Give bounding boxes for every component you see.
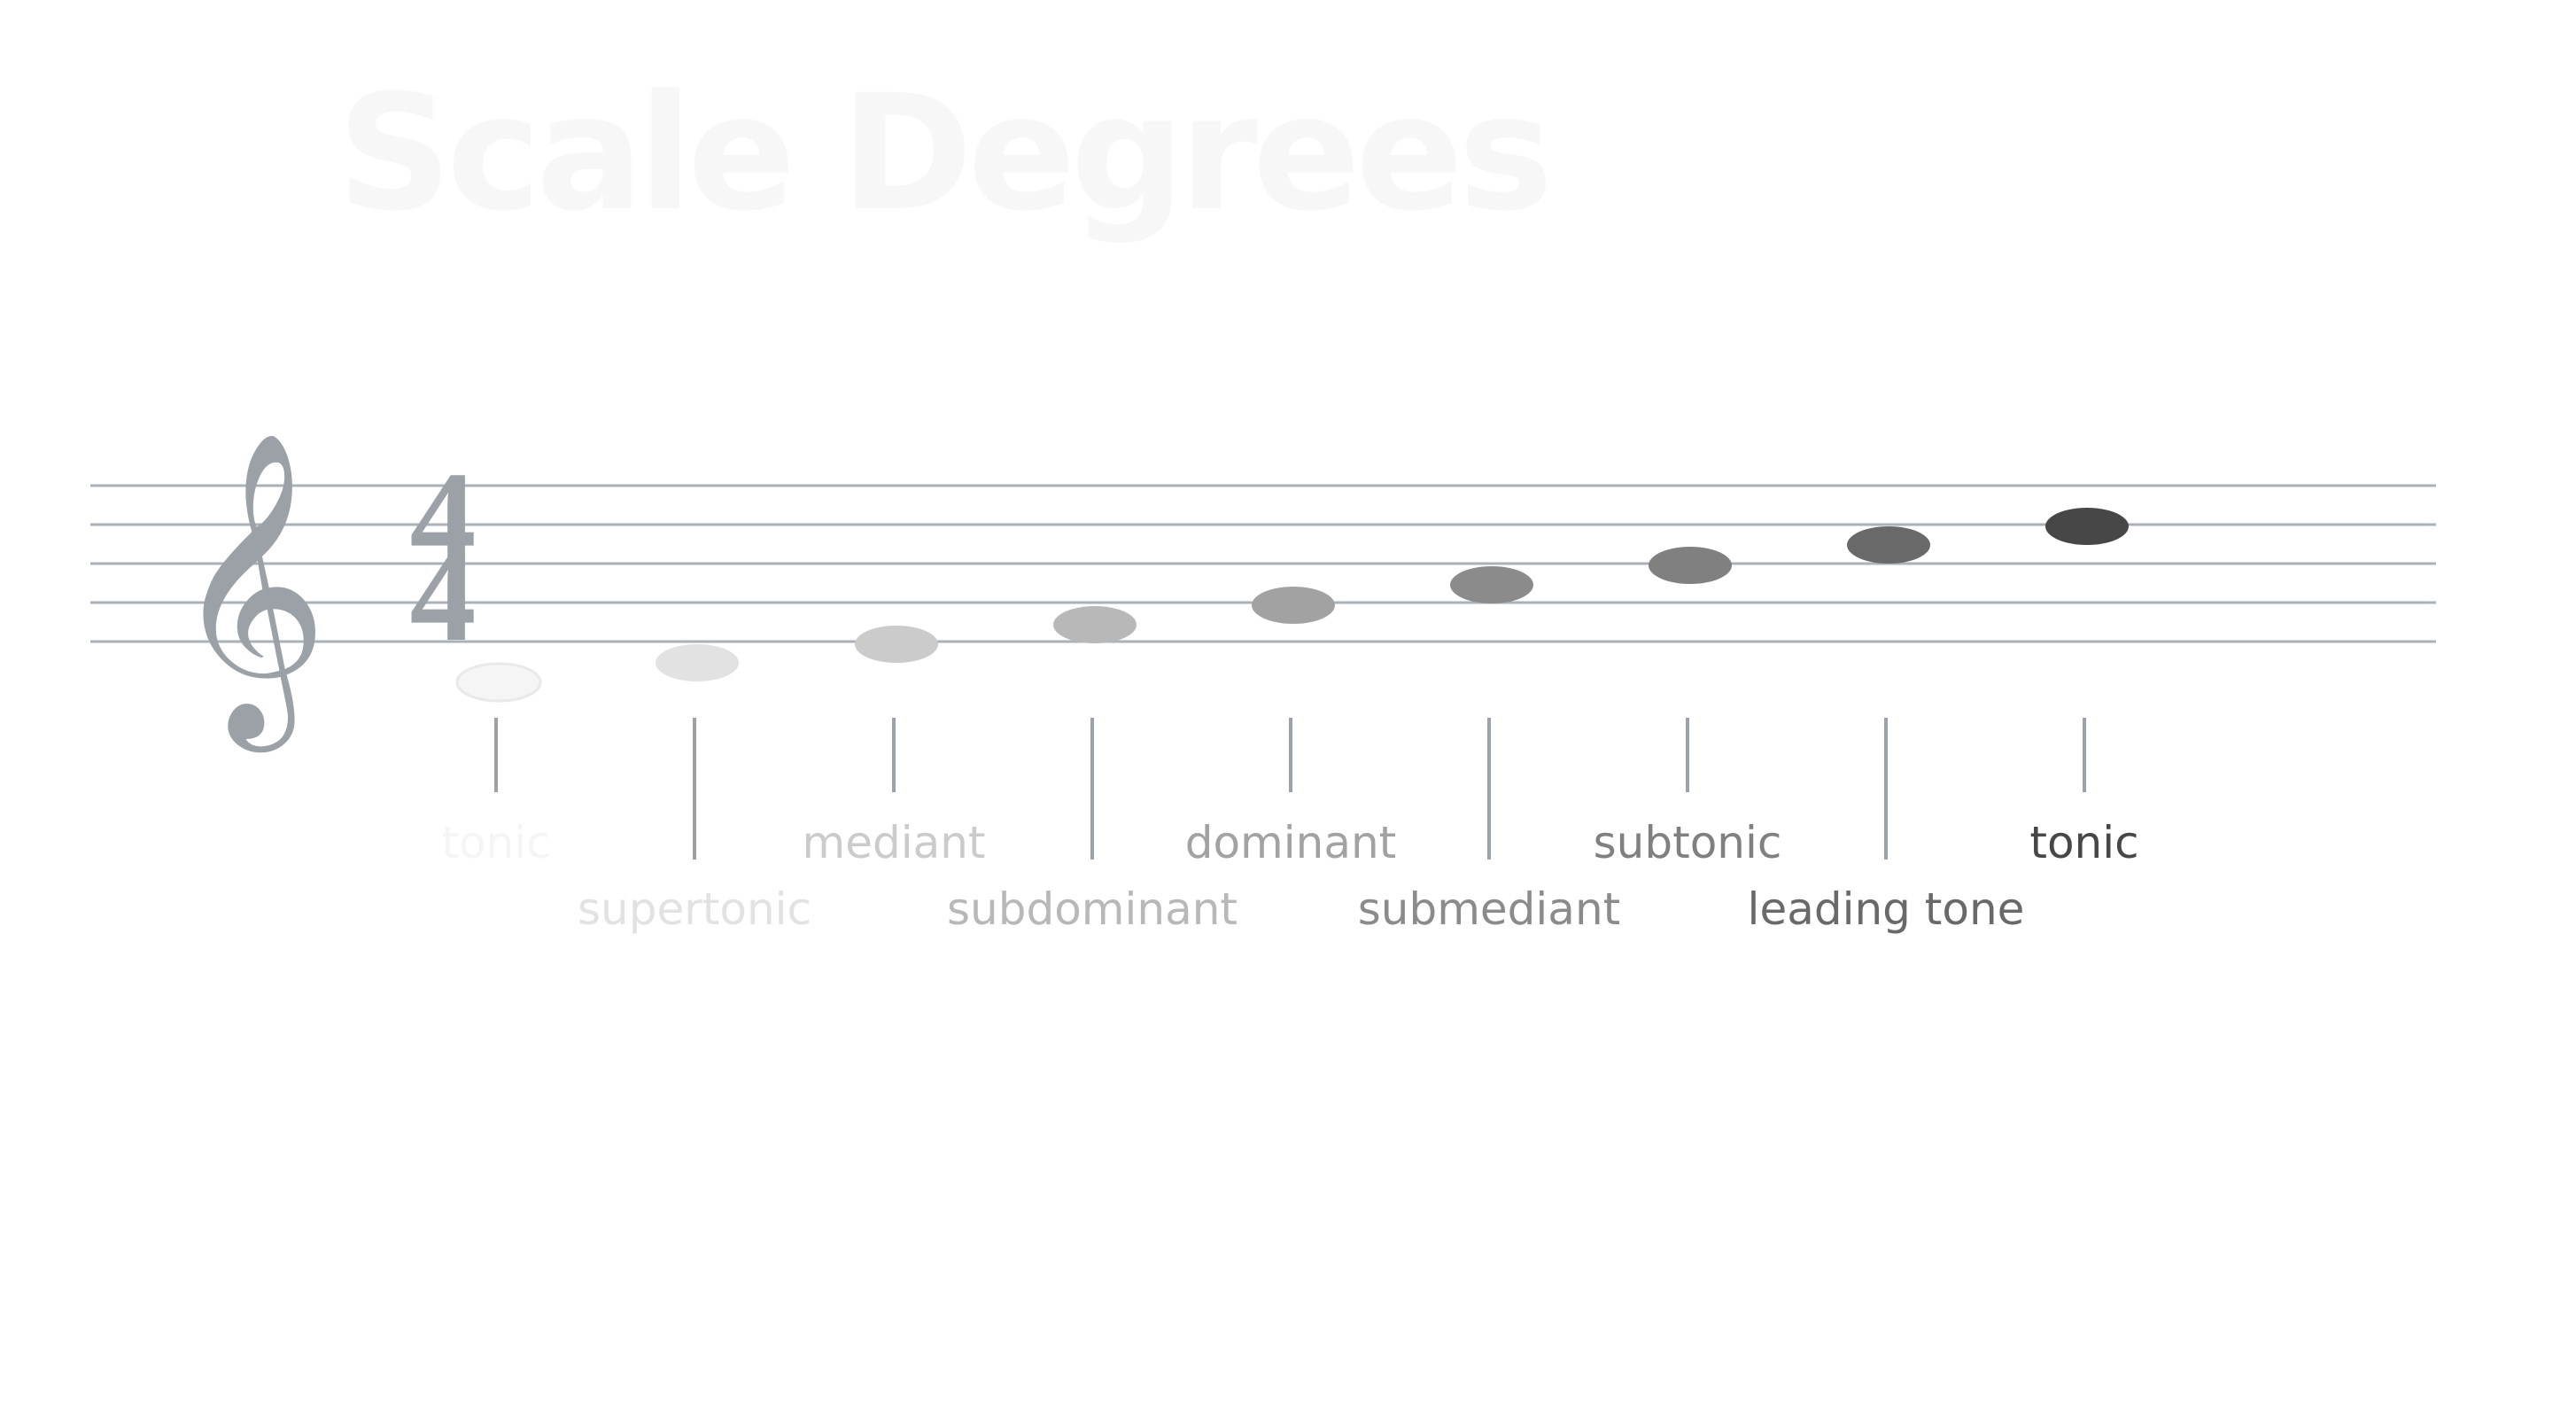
degree-label-7: subtonic <box>1594 817 1782 868</box>
note-2 <box>656 644 739 681</box>
degree-label-5: dominant <box>1185 817 1397 868</box>
degree-label-8: leading tone <box>1748 883 2025 935</box>
note-7 <box>1649 547 1732 584</box>
note-1 <box>455 662 542 703</box>
note-4 <box>1053 606 1137 643</box>
degree-label-1: tonic <box>441 817 550 868</box>
note-8 <box>1847 526 1930 564</box>
time-signature-top: 4 <box>410 445 477 592</box>
note-5 <box>1252 587 1335 624</box>
staff <box>90 484 2436 643</box>
treble-clef-icon: 𝄞 <box>171 429 328 754</box>
note-6 <box>1450 566 1533 603</box>
time-signature-bottom: 4 <box>410 522 477 669</box>
degree-label-4: subdominant <box>947 883 1238 935</box>
degree-label-9: tonic <box>2029 817 2138 868</box>
scale-degree-group: tonic supertonic mediant subdominant dominan… <box>441 508 2139 935</box>
diagram-title: Scale Degrees <box>338 61 1548 246</box>
degree-label-6: submediant <box>1358 883 1621 935</box>
degree-label-3: mediant <box>802 817 985 868</box>
note-3 <box>855 626 938 663</box>
degree-label-2: supertonic <box>578 883 811 935</box>
note-9 <box>2045 508 2129 545</box>
